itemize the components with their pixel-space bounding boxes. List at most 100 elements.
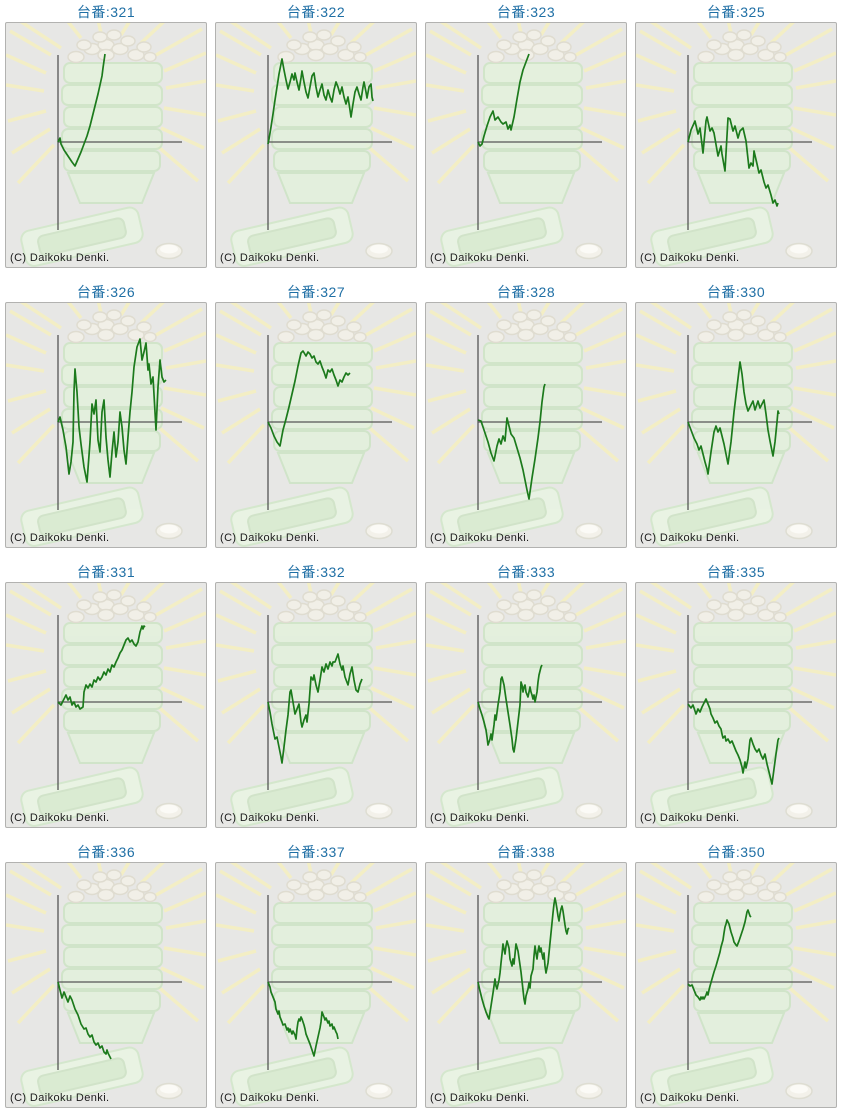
tray-stack-icon — [271, 902, 373, 1044]
ball-heap-icon — [697, 309, 787, 344]
bottom-tray-icon — [440, 486, 564, 547]
machine-chart-cell: 台番:330 — [635, 282, 837, 548]
slump-graph-panel: (C) Daikoku Denki. — [425, 862, 627, 1108]
machine-number-title: 台番:332 — [286, 564, 346, 580]
light-rays-icon — [426, 863, 626, 1025]
copyright-label: (C) Daikoku Denki. — [430, 812, 530, 824]
bottom-tray-icon — [440, 1046, 564, 1107]
dish-icon — [365, 522, 393, 540]
copyright-label: (C) Daikoku Denki. — [640, 812, 740, 824]
machine-chart-cell: 台番:336 — [5, 842, 207, 1108]
ball-heap-icon — [697, 589, 787, 624]
machine-number-title: 台番:322 — [286, 4, 346, 20]
slump-graph-canvas — [636, 863, 836, 1107]
machine-chart-cell: 台番:350 — [635, 842, 837, 1108]
slump-line — [57, 981, 112, 1060]
dish-icon — [785, 802, 813, 820]
slump-graph-panel: (C) Daikoku Denki. — [635, 22, 837, 268]
machine-chart-cell: 台番:325 — [635, 2, 837, 268]
machine-number-title: 台番:330 — [706, 284, 766, 300]
machine-chart-cell: 台番:338 — [425, 842, 627, 1108]
copyright-label: (C) Daikoku Denki. — [640, 252, 740, 264]
slump-graph-panel: (C) Daikoku Denki. — [5, 22, 207, 268]
dish-icon — [155, 242, 183, 260]
ball-heap-icon — [487, 589, 577, 624]
ball-heap-icon — [487, 869, 577, 904]
bottom-tray-icon — [230, 486, 354, 547]
slump-graph-canvas — [216, 23, 416, 267]
tray-stack-icon — [691, 622, 793, 764]
slump-graph-canvas — [216, 583, 416, 827]
machine-chart-cell: 台番:332 — [215, 562, 417, 828]
ball-heap-icon — [277, 589, 367, 624]
slump-line — [687, 361, 780, 475]
dish-icon — [575, 802, 603, 820]
light-rays-icon — [426, 23, 626, 185]
machine-chart-cell: 台番:328 — [425, 282, 627, 548]
copyright-label: (C) Daikoku Denki. — [430, 532, 530, 544]
bottom-tray-icon — [20, 486, 144, 547]
light-rays-icon — [216, 303, 416, 465]
light-rays-icon — [426, 303, 626, 465]
bottom-tray-icon — [230, 1046, 354, 1107]
light-rays-icon — [636, 863, 836, 1025]
machine-number-title: 台番:338 — [496, 844, 556, 860]
slump-line — [687, 909, 752, 1001]
dish-icon — [365, 242, 393, 260]
ball-heap-icon — [487, 309, 577, 344]
tray-stack-icon — [61, 342, 163, 484]
tray-stack-icon — [691, 342, 793, 484]
slump-line — [477, 53, 530, 147]
bottom-tray-icon — [440, 766, 564, 827]
copyright-label: (C) Daikoku Denki. — [220, 1092, 320, 1104]
slump-graph-panel: (C) Daikoku Denki. — [215, 582, 417, 828]
ball-heap-icon — [277, 869, 367, 904]
slump-graph-panel: (C) Daikoku Denki. — [5, 302, 207, 548]
bottom-tray-icon — [650, 1046, 774, 1107]
tray-stack-icon — [481, 62, 583, 204]
machine-chart-cell: 台番:333 — [425, 562, 627, 828]
machine-number-title: 台番:326 — [76, 284, 136, 300]
light-rays-icon — [216, 583, 416, 745]
machine-number-title: 台番:323 — [496, 4, 556, 20]
slump-line — [477, 383, 546, 500]
tray-stack-icon — [61, 902, 163, 1044]
bottom-tray-icon — [440, 206, 564, 267]
machine-number-title: 台番:328 — [496, 284, 556, 300]
ball-heap-icon — [67, 869, 157, 904]
machine-number-title: 台番:321 — [76, 4, 136, 20]
bottom-tray-icon — [650, 766, 774, 827]
bottom-tray-icon — [20, 1046, 144, 1107]
slump-graph-panel: (C) Daikoku Denki. — [635, 862, 837, 1108]
slump-graph-panel: (C) Daikoku Denki. — [215, 302, 417, 548]
slump-graph-canvas — [426, 583, 626, 827]
axes — [57, 55, 182, 230]
ball-heap-icon — [67, 29, 157, 64]
tray-stack-icon — [271, 622, 373, 764]
slump-graph-canvas — [636, 583, 836, 827]
slump-line — [267, 981, 339, 1057]
machine-number-title: 台番:337 — [286, 844, 346, 860]
slump-line — [57, 625, 146, 710]
slump-line — [267, 653, 363, 764]
ball-heap-icon — [277, 29, 367, 64]
copyright-label: (C) Daikoku Denki. — [220, 532, 320, 544]
machine-number-title: 台番:327 — [286, 284, 346, 300]
machine-chart-cell: 台番:337 — [215, 842, 417, 1108]
slump-graph-canvas — [216, 863, 416, 1107]
slump-graph-canvas — [636, 303, 836, 547]
tray-stack-icon — [271, 342, 373, 484]
slump-graph-canvas — [636, 23, 836, 267]
light-rays-icon — [636, 583, 836, 745]
bottom-tray-icon — [20, 206, 144, 267]
tray-stack-icon — [61, 622, 163, 764]
slump-graph-panel: (C) Daikoku Denki. — [5, 582, 207, 828]
tray-stack-icon — [481, 342, 583, 484]
tray-stack-icon — [691, 902, 793, 1044]
dish-icon — [785, 522, 813, 540]
slump-line — [687, 116, 779, 207]
bottom-tray-icon — [650, 206, 774, 267]
slump-graph-panel: (C) Daikoku Denki. — [215, 862, 417, 1108]
slump-line — [57, 338, 167, 483]
dish-icon — [155, 522, 183, 540]
